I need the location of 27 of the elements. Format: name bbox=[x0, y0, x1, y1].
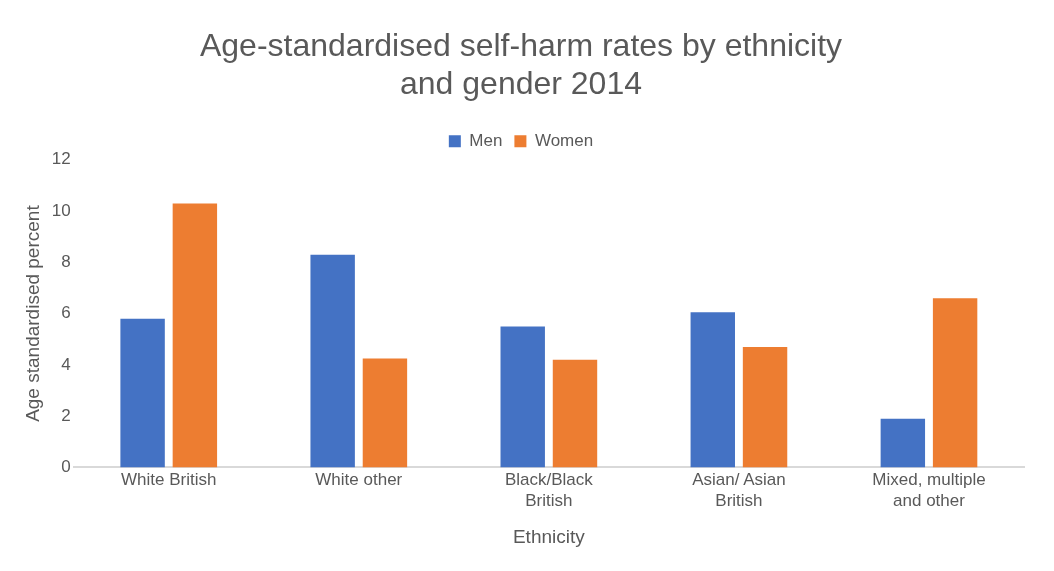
bar bbox=[880, 418, 926, 468]
bar bbox=[120, 318, 165, 468]
x-tick-label: Black/Black British bbox=[504, 470, 594, 510]
bar bbox=[690, 312, 735, 468]
legend-label: Women bbox=[534, 130, 594, 150]
bar bbox=[552, 359, 598, 468]
y-tick-label: 12 bbox=[51, 149, 71, 169]
legend-label: Men bbox=[469, 130, 503, 150]
y-tick-label: 10 bbox=[51, 200, 71, 220]
chart-title: Age-standardised self-harm rates by ethnicity and gender 2014 bbox=[199, 27, 843, 102]
bar bbox=[362, 358, 408, 468]
y-tick-label: 4 bbox=[61, 354, 71, 374]
bar bbox=[172, 203, 218, 468]
bar bbox=[742, 346, 788, 468]
y-tick-label: 2 bbox=[61, 405, 71, 425]
x-axis-title: Ethnicity bbox=[512, 525, 586, 547]
bar bbox=[310, 254, 355, 468]
x-tick-label: White British bbox=[121, 470, 217, 490]
y-axis-title: Age standardised percent bbox=[21, 204, 43, 422]
bar bbox=[932, 298, 978, 468]
x-tick-label: White other bbox=[315, 470, 403, 490]
x-tick-label: Asian/ Asian British bbox=[692, 470, 786, 510]
y-tick-label: 0 bbox=[61, 457, 71, 477]
bar bbox=[500, 326, 545, 468]
x-tick-label: Mixed, multiple and other bbox=[872, 470, 986, 510]
y-tick-label: 6 bbox=[61, 303, 71, 323]
y-tick-label: 8 bbox=[61, 252, 71, 272]
